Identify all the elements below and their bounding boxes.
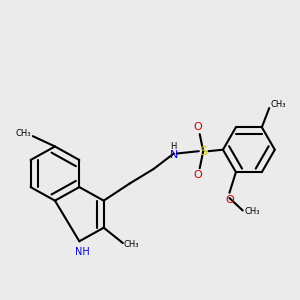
- Text: H: H: [171, 142, 177, 151]
- Text: O: O: [194, 122, 203, 132]
- Text: CH₃: CH₃: [270, 100, 286, 109]
- Text: O: O: [194, 170, 203, 180]
- Text: S: S: [199, 145, 207, 158]
- Text: CH₃: CH₃: [244, 207, 260, 216]
- Text: N: N: [169, 150, 178, 160]
- Text: CH₃: CH₃: [124, 240, 140, 249]
- Text: O: O: [225, 195, 234, 205]
- Text: NH: NH: [75, 248, 90, 257]
- Text: CH₃: CH₃: [16, 129, 31, 138]
